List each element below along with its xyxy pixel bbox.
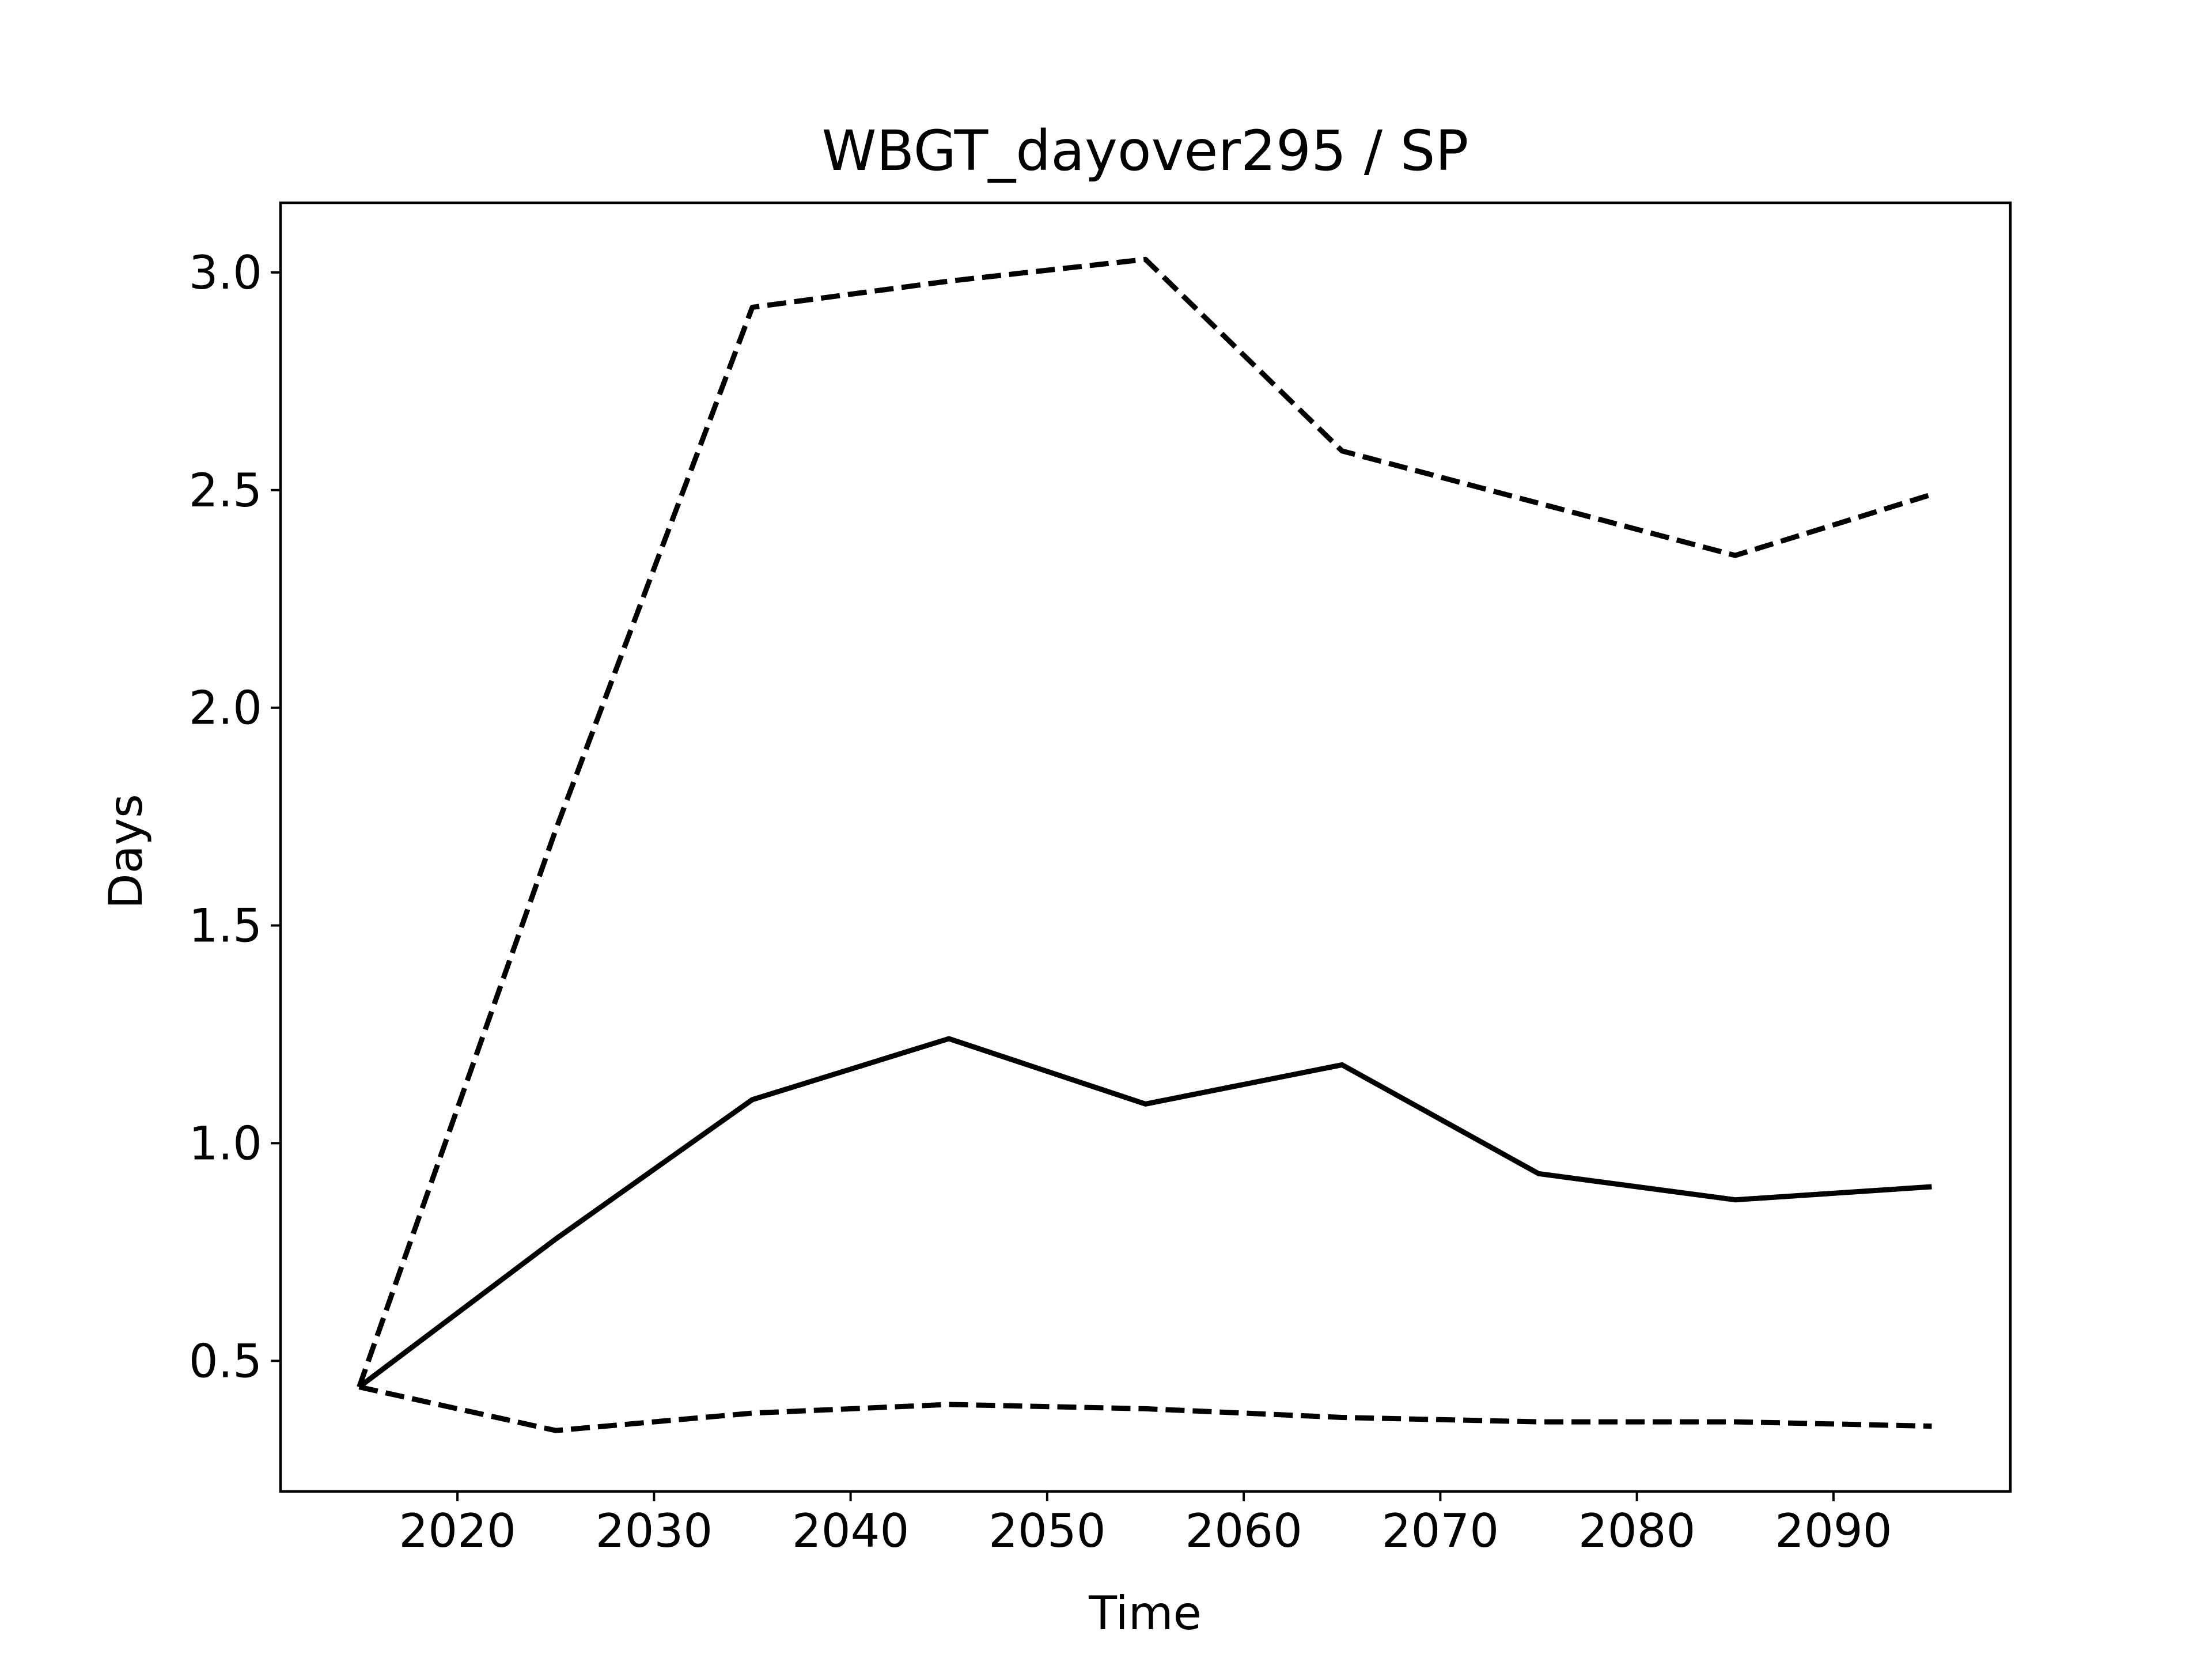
x-tick-label: 2090: [1775, 1504, 1892, 1558]
series-line-2: [357, 1036, 1932, 1390]
y-axis-label: Days: [99, 794, 153, 909]
series-line-3: [358, 1384, 1932, 1433]
chart-title: WBGT_dayover295 / SP: [822, 119, 1469, 183]
y-tick-label: 3.0: [189, 246, 262, 300]
y-tick-label: 1.5: [189, 899, 262, 953]
plot-frame: [279, 201, 2012, 1493]
y-axis-ticks: 0.5 1.0 1.5 2.0 2.5 3.0: [189, 246, 281, 1388]
x-tick-label: 2070: [1382, 1504, 1499, 1558]
x-tick-label: 2050: [988, 1504, 1106, 1558]
x-tick-label: 2060: [1185, 1504, 1302, 1558]
x-axis-ticks: 2020 2030 2040 2050 2060 2070 2080 2090: [399, 1491, 1892, 1558]
x-tick-label: 2080: [1578, 1504, 1696, 1558]
x-axis-label: Time: [1088, 1587, 1202, 1640]
series-layer: [357, 256, 1933, 1433]
x-tick-label: 2020: [399, 1504, 516, 1558]
series-line-1: [357, 256, 1933, 1388]
x-tick-label: 2030: [596, 1504, 713, 1558]
x-tick-label: 2040: [792, 1504, 910, 1558]
y-tick-label: 1.0: [189, 1116, 262, 1170]
y-tick-label: 2.5: [189, 464, 262, 517]
y-tick-label: 2.0: [189, 682, 262, 735]
y-tick-label: 0.5: [189, 1334, 262, 1388]
